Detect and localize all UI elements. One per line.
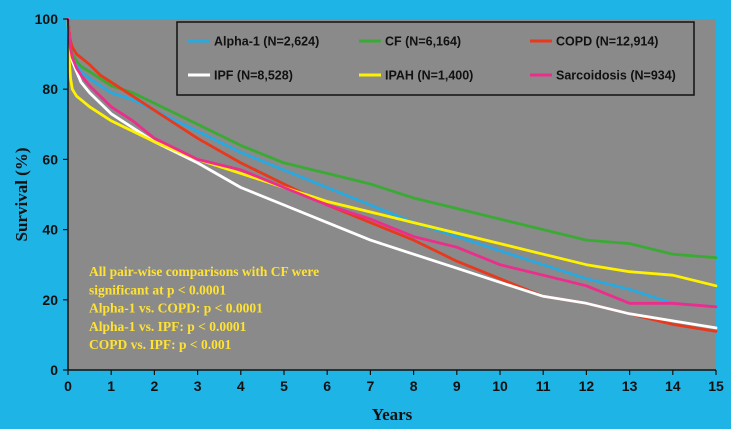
series-line-4 [66, 17, 718, 288]
annotation-line-3: Alpha-1 vs. IPF: p < 0.0001 [89, 319, 247, 334]
legend-label-2: COPD (N=12,914) [556, 35, 658, 49]
x-tick-label: 10 [492, 378, 508, 394]
series-line-5 [66, 17, 718, 309]
series-line-0 [66, 17, 718, 309]
x-tick-label: 7 [367, 378, 375, 394]
x-tick-label: 3 [194, 378, 202, 394]
legend-label-3: IPF (N=8,528) [214, 69, 293, 83]
y-tick-label: 80 [42, 81, 58, 97]
annotation-line-2: Alpha-1 vs. COPD: p < 0.0001 [89, 301, 263, 316]
x-tick-label: 0 [64, 378, 72, 394]
annotation-line-1: significant at p < 0.0001 [89, 282, 226, 297]
x-tick-label: 4 [237, 378, 245, 394]
x-tick-label: 1 [107, 378, 115, 394]
x-axis-label: Years [372, 405, 413, 424]
y-tick-label: 60 [42, 151, 58, 167]
y-tick-label: 100 [35, 11, 59, 27]
x-tick-label: 5 [280, 378, 288, 394]
x-tick-label: 2 [151, 378, 159, 394]
x-tick-label: 12 [579, 378, 595, 394]
y-axis-label: Survival (%) [12, 148, 31, 242]
x-tick-label: 13 [622, 378, 638, 394]
x-tick-label: 6 [323, 378, 331, 394]
y-tick-label: 40 [42, 222, 58, 238]
legend-label-1: CF (N=6,164) [385, 35, 461, 49]
series-line-3 [66, 17, 718, 330]
y-tick-label: 0 [50, 362, 58, 378]
annotation-block: All pair-wise comparisons with CF were si… [89, 264, 319, 352]
x-tick-label: 15 [708, 378, 724, 394]
x-ticks: 0 1 2 3 4 5 6 7 8 9 10 11 12 13 14 15 [64, 370, 724, 394]
x-tick-label: 8 [410, 378, 418, 394]
y-ticks: 0 20 40 60 80 100 [35, 11, 68, 378]
x-tick-label: 9 [453, 378, 461, 394]
x-tick-label: 11 [536, 378, 551, 394]
annotation-line-0: All pair-wise comparisons with CF were [89, 264, 319, 279]
annotation-line-4: COPD vs. IPF: p < 0.001 [89, 337, 232, 352]
legend-label-5: Sarcoidosis (N=934) [556, 69, 676, 83]
y-tick-label: 20 [42, 292, 58, 308]
x-tick-label: 14 [665, 378, 681, 394]
legend-label-0: Alpha-1 (N=2,624) [214, 35, 319, 49]
legend-box [176, 21, 695, 96]
legend: Alpha-1 (N=2,624) CF (N=6,164) COPD (N=12,… [176, 21, 695, 96]
legend-label-4: IPAH (N=1,400) [385, 69, 473, 83]
series-layer [66, 17, 718, 333]
series-line-1 [66, 17, 718, 260]
